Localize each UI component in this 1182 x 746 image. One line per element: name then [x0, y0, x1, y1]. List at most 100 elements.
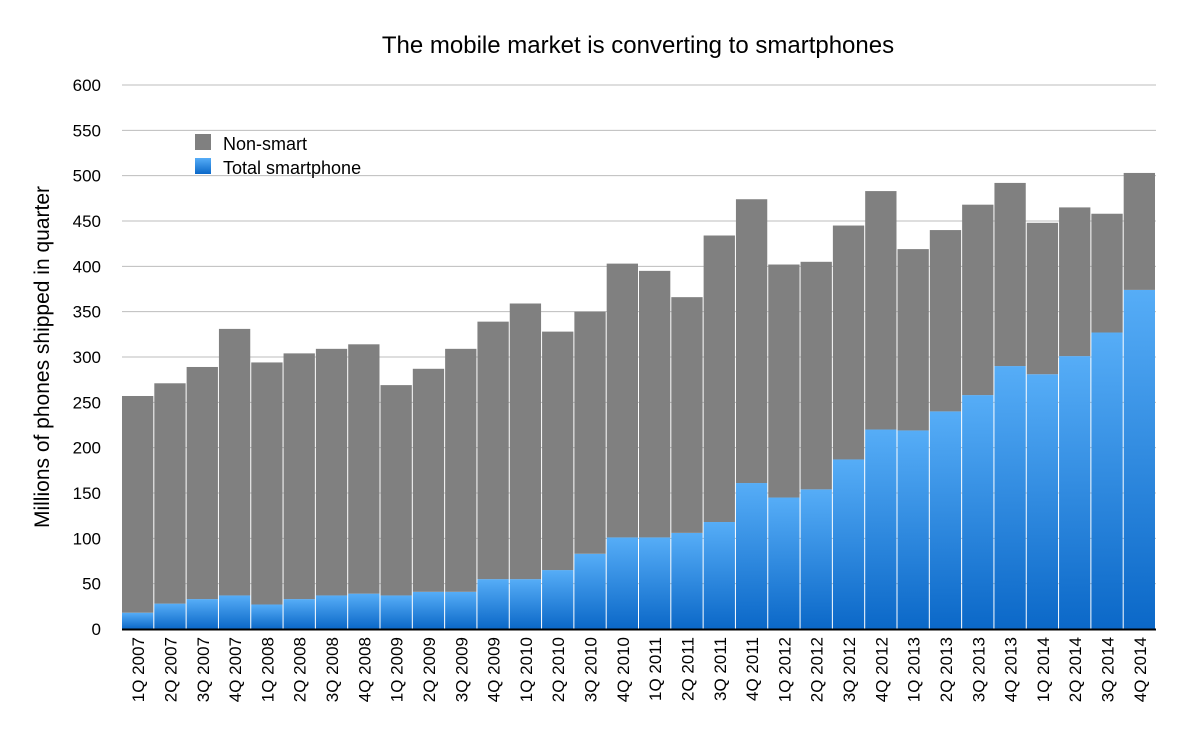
bar-smartphone: [994, 366, 1026, 629]
y-tick-label: 100: [73, 529, 101, 548]
bar-non-smart: [1059, 207, 1091, 357]
x-tick-label: 3Q 2011: [711, 637, 730, 701]
x-tick-label: 3Q 2010: [582, 637, 601, 702]
x-tick-label: 2Q 2013: [937, 637, 956, 702]
x-tick-label: 3Q 2008: [323, 637, 342, 702]
x-tick-label: 3Q 2007: [194, 637, 213, 702]
chart-title: The mobile market is converting to smart…: [382, 32, 894, 59]
bar-smartphone: [800, 489, 832, 629]
bar-non-smart: [832, 225, 865, 460]
bar-smartphone: [445, 591, 477, 629]
x-tick-label: 3Q 2014: [1099, 637, 1118, 702]
x-tick-label: 4Q 2009: [485, 637, 504, 702]
x-tick-label: 2Q 2009: [420, 637, 439, 702]
x-tick-label: 3Q 2013: [969, 637, 988, 702]
x-tick-label: 4Q 2011: [743, 637, 762, 701]
bar-smartphone: [186, 599, 218, 629]
bar-non-smart: [154, 383, 186, 604]
bar-non-smart: [348, 344, 380, 594]
bar-smartphone: [122, 612, 154, 629]
x-tick-label: 2Q 2008: [291, 637, 310, 702]
bar-non-smart: [380, 385, 412, 596]
x-tick-label: 3Q 2012: [840, 637, 859, 702]
x-tick-label: 4Q 2008: [355, 637, 374, 702]
bar-smartphone: [574, 553, 606, 629]
bar-non-smart: [315, 348, 348, 596]
y-tick-label: 150: [73, 484, 101, 503]
bar-smartphone: [671, 532, 703, 629]
bar-non-smart: [542, 331, 574, 571]
bar-non-smart: [251, 362, 283, 605]
bar-smartphone: [154, 603, 186, 629]
bar-non-smart: [639, 270, 671, 538]
bar-smartphone: [218, 595, 251, 629]
bar-smartphone: [735, 483, 768, 629]
bar-smartphone: [348, 593, 380, 629]
legend-label-non-smart: Non-smart: [223, 134, 307, 154]
x-tick-label: 1Q 2009: [388, 637, 407, 702]
bar-non-smart: [574, 311, 606, 554]
bar-smartphone: [606, 537, 638, 629]
legend-swatch-non-smart: [195, 134, 211, 150]
y-tick-label: 450: [73, 212, 101, 231]
x-tick-label: 4Q 2013: [1002, 637, 1021, 702]
x-tick-label: 1Q 2013: [905, 637, 924, 702]
x-tick-label: 1Q 2011: [646, 637, 665, 701]
y-tick-label: 300: [73, 348, 101, 367]
x-tick-label: 4Q 2007: [226, 637, 245, 702]
x-tick-label: 4Q 2010: [614, 637, 633, 702]
bar-non-smart: [122, 395, 154, 613]
x-tick-label: 2Q 2012: [808, 637, 827, 702]
bar-non-smart: [186, 366, 218, 600]
bar-smartphone: [283, 599, 315, 629]
bar-smartphone: [412, 591, 445, 629]
bar-non-smart: [218, 328, 251, 596]
bar-non-smart: [671, 297, 703, 533]
x-tick-label: 2Q 2011: [678, 637, 697, 701]
bar-smartphone: [929, 411, 962, 629]
bar-non-smart: [735, 199, 768, 484]
bar-non-smart: [897, 249, 929, 431]
bar-non-smart: [606, 263, 638, 538]
x-tick-label: 2Q 2007: [161, 637, 180, 702]
y-axis-label: Millions of phones shipped in quarter: [31, 186, 54, 528]
y-tick-label: 200: [73, 439, 101, 458]
y-tick-label: 600: [73, 76, 101, 95]
bar-smartphone: [962, 395, 994, 629]
x-tick-label: 1Q 2007: [129, 637, 148, 702]
y-tick-label: 400: [73, 257, 101, 276]
bar-non-smart: [768, 264, 800, 498]
legend-label-smartphone: Total smartphone: [223, 158, 361, 178]
x-tick-label: 1Q 2014: [1034, 637, 1053, 702]
y-tick-label: 0: [92, 620, 101, 639]
bar-smartphone: [639, 537, 671, 629]
bar-non-smart: [800, 261, 832, 490]
bar-smartphone: [703, 522, 735, 629]
y-tick-label: 50: [82, 575, 101, 594]
bar-non-smart: [865, 191, 897, 430]
bar-non-smart: [703, 235, 735, 523]
bar-smartphone: [477, 579, 509, 629]
y-tick-label: 500: [73, 167, 101, 186]
bar-non-smart: [1123, 172, 1155, 290]
bar-non-smart: [509, 303, 542, 580]
x-tick-label: 1Q 2010: [517, 637, 536, 702]
x-tick-label: 4Q 2014: [1131, 637, 1150, 702]
bar-smartphone: [542, 570, 574, 629]
bar-smartphone: [509, 579, 542, 629]
x-tick-label: 1Q 2012: [775, 637, 794, 702]
bar-non-smart: [994, 182, 1026, 367]
legend: Non-smart Total smartphone: [195, 134, 361, 178]
x-tick-label: 3Q 2009: [452, 637, 471, 702]
bar-non-smart: [445, 348, 477, 592]
y-tick-label: 350: [73, 303, 101, 322]
bar-non-smart: [1091, 213, 1123, 333]
x-tick-label: 2Q 2014: [1066, 637, 1085, 702]
bar-smartphone: [1059, 356, 1091, 629]
bar-smartphone: [768, 497, 800, 629]
x-tick-label: 1Q 2008: [258, 637, 277, 702]
y-tick-label: 250: [73, 393, 101, 412]
bar-smartphone: [1091, 332, 1123, 629]
